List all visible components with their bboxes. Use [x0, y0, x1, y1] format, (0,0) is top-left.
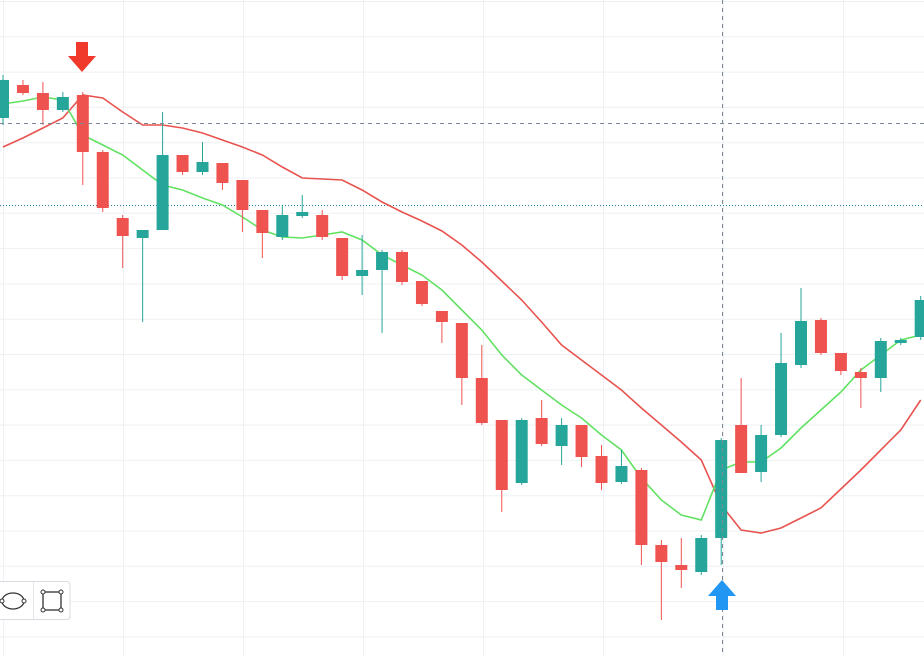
icon-handle [40, 607, 46, 613]
buy-arrow [708, 580, 736, 610]
candle-body [136, 230, 149, 238]
candle-body [216, 163, 229, 183]
candle-body [515, 420, 528, 483]
candle-body [356, 270, 369, 276]
candle-body [236, 180, 249, 210]
candle-body [116, 218, 129, 236]
plot [0, 75, 924, 620]
candle-body [874, 341, 887, 378]
candle-body [695, 538, 708, 572]
drawing-toolbar [0, 581, 71, 620]
candle-body [36, 93, 49, 110]
candle-body [535, 418, 548, 444]
indicator-line [2, 94, 922, 534]
candle-body [376, 252, 389, 270]
candle-body [396, 252, 408, 282]
candle-body [655, 545, 668, 562]
candle-body [715, 440, 728, 538]
candle-body [894, 340, 907, 343]
icon-handle [58, 607, 64, 613]
candle-body [296, 212, 309, 216]
candle-body [0, 80, 9, 118]
candle-body [615, 466, 628, 482]
candle-body [96, 152, 109, 208]
candle-body [814, 320, 827, 353]
sell-arrow [68, 42, 96, 72]
icon-handle [58, 589, 64, 595]
candle-body [475, 378, 488, 423]
candle-body [854, 372, 867, 378]
candle-body [336, 238, 349, 276]
icon-handle [21, 598, 27, 604]
candle-body [675, 565, 688, 570]
candle-body [755, 435, 768, 472]
candle-body [56, 97, 69, 110]
candle-body [775, 363, 788, 435]
candle-body [735, 425, 748, 473]
candle-body [435, 311, 448, 322]
candle-body [455, 323, 468, 378]
candle-body [635, 470, 648, 545]
candle-body [595, 456, 608, 483]
candle-body [834, 353, 847, 371]
candle-body [276, 215, 289, 237]
candle-body [575, 425, 588, 457]
toolbar-frame [0, 581, 71, 620]
rectangle-icon[interactable] [42, 591, 62, 611]
candle-body [555, 425, 568, 446]
candle-body [256, 210, 269, 233]
candle-body [914, 300, 924, 337]
candle-body [415, 281, 428, 304]
candle-body [495, 420, 508, 490]
icon-handle [40, 589, 46, 595]
icon-handle [0, 598, 5, 604]
candle-body [795, 321, 807, 365]
candle-body [196, 162, 209, 172]
candle-body [156, 155, 169, 230]
candle-body [16, 85, 29, 93]
ellipse-tool[interactable] [0, 592, 27, 610]
candle-body [176, 155, 189, 172]
candle-body [316, 215, 329, 237]
indicator-line [2, 96, 921, 521]
rectangle-tool[interactable] [40, 589, 64, 613]
